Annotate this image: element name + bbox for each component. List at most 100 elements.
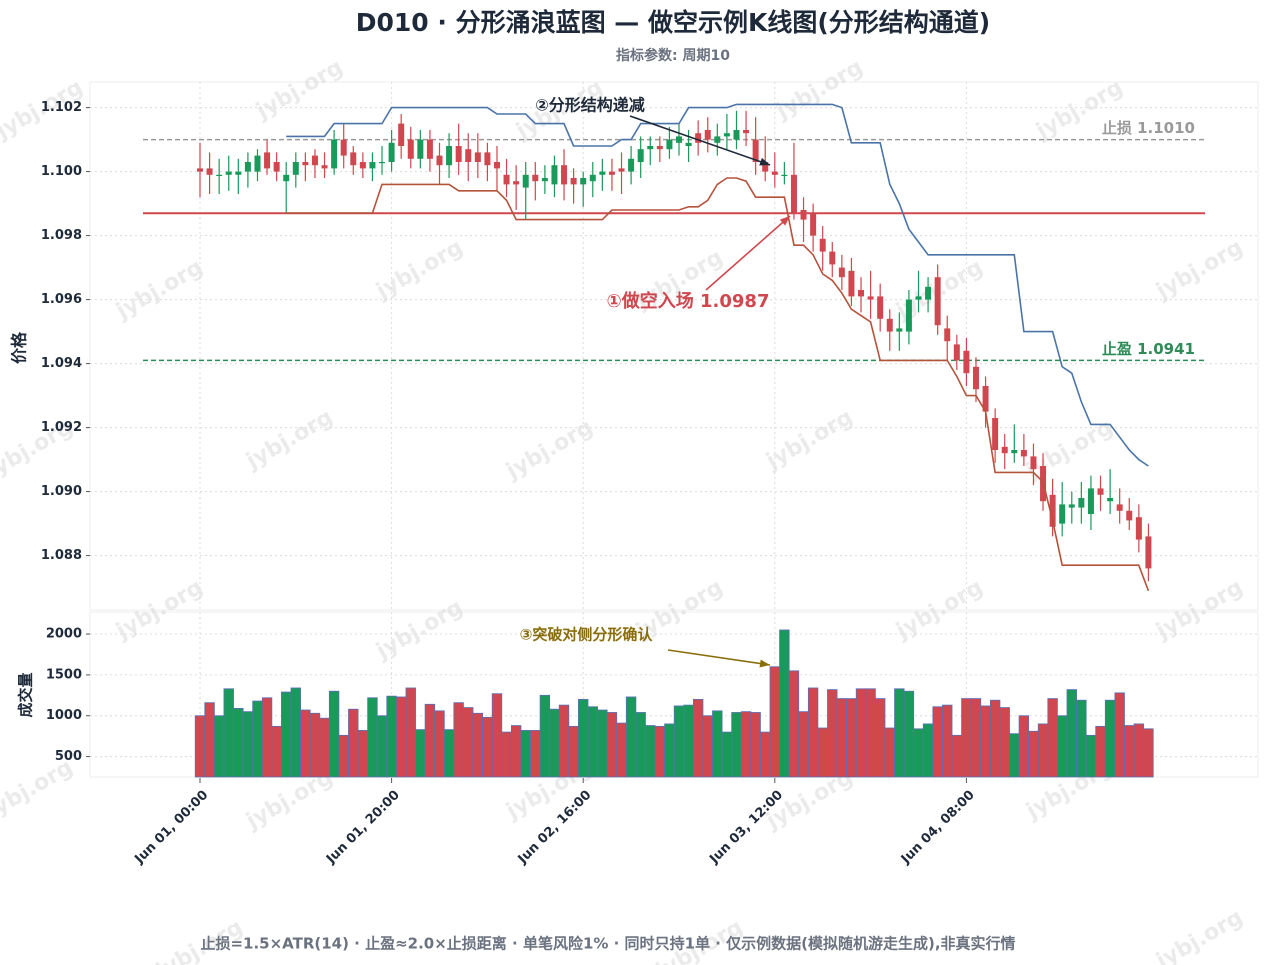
candle-body bbox=[474, 152, 481, 162]
candle-body bbox=[292, 162, 299, 175]
volume-bar bbox=[501, 731, 512, 778]
level-label: 止损 1.1010 bbox=[1102, 119, 1195, 137]
volume-bar bbox=[482, 716, 493, 778]
volume-bar bbox=[309, 712, 321, 778]
watermark: jybj.org bbox=[761, 405, 857, 475]
volume-bar bbox=[616, 722, 627, 778]
candle-body bbox=[934, 277, 941, 326]
volume-bar bbox=[1057, 715, 1068, 778]
volume-bar bbox=[213, 715, 225, 778]
candle-body bbox=[570, 178, 577, 185]
volume-bar bbox=[913, 728, 924, 778]
volume-bar bbox=[683, 704, 694, 778]
volume-bar bbox=[645, 725, 656, 778]
candle-body bbox=[197, 168, 203, 172]
candle-body bbox=[503, 174, 510, 185]
candle-body bbox=[273, 162, 280, 172]
volume-bar bbox=[491, 693, 503, 778]
volume-bar bbox=[453, 702, 464, 778]
candle-body bbox=[225, 171, 232, 175]
volume-bar bbox=[846, 698, 857, 778]
candle-body bbox=[589, 174, 596, 182]
candle-body bbox=[1126, 510, 1133, 521]
volume-bar bbox=[204, 702, 215, 778]
volume-bar bbox=[1047, 698, 1058, 778]
volume-bar bbox=[386, 695, 397, 778]
volume-bar bbox=[874, 698, 886, 778]
volume-bar bbox=[1143, 728, 1154, 778]
candle-body bbox=[905, 299, 912, 332]
candle-body bbox=[666, 139, 673, 150]
volume-bar bbox=[443, 729, 455, 778]
volume-bar bbox=[750, 712, 761, 778]
volume-bar bbox=[338, 734, 349, 778]
candle-body bbox=[810, 213, 817, 236]
candle-body bbox=[398, 123, 405, 146]
candle-body bbox=[513, 181, 520, 185]
volume-bar bbox=[836, 698, 848, 778]
candle-body bbox=[493, 162, 500, 169]
candle-body bbox=[819, 238, 826, 252]
watermark: jybj.org bbox=[501, 415, 597, 485]
volume-bar bbox=[894, 688, 905, 778]
volume-bar bbox=[606, 712, 618, 778]
candle-body bbox=[1020, 450, 1027, 457]
candle-body bbox=[1078, 498, 1085, 508]
volume-bar bbox=[530, 730, 541, 778]
candle-body bbox=[628, 158, 635, 172]
candle-body bbox=[1116, 504, 1123, 511]
volume-bar bbox=[568, 725, 579, 778]
candle-body bbox=[465, 149, 472, 162]
annotation-arrow bbox=[667, 649, 771, 666]
volume-bar bbox=[1085, 734, 1097, 778]
candle-body bbox=[340, 139, 347, 156]
annotation-arrowhead bbox=[779, 216, 790, 226]
candle-body bbox=[541, 178, 548, 182]
candle-body bbox=[944, 328, 951, 342]
candle-body bbox=[723, 133, 730, 137]
volume-bar bbox=[357, 730, 369, 778]
volume-bar bbox=[817, 727, 828, 778]
watermark: jybj.org bbox=[0, 755, 77, 825]
candle-body bbox=[532, 174, 539, 182]
candle-body bbox=[484, 152, 491, 166]
candle-body bbox=[752, 139, 759, 162]
volume-tick-label: 500 bbox=[55, 749, 82, 764]
candle-body bbox=[1107, 498, 1114, 502]
level-label: 止盈 1.0941 bbox=[1102, 340, 1195, 358]
volume-bar bbox=[395, 696, 407, 778]
volume-bar bbox=[271, 725, 282, 778]
volume-bar bbox=[233, 707, 244, 778]
volume-bar bbox=[961, 698, 972, 778]
volume-bar bbox=[223, 688, 234, 778]
volume-bar bbox=[367, 697, 378, 778]
volume-bar bbox=[740, 711, 752, 778]
candle-body bbox=[790, 174, 797, 214]
candle-body bbox=[331, 139, 338, 169]
volume-bar bbox=[999, 707, 1010, 778]
candle-body bbox=[647, 146, 654, 150]
candle-body bbox=[704, 130, 711, 140]
volume-bar bbox=[1124, 725, 1135, 778]
volume-bar bbox=[942, 704, 953, 778]
volume-bar bbox=[1104, 699, 1116, 778]
candle-body bbox=[1030, 456, 1037, 470]
candle-body bbox=[235, 171, 242, 175]
annotation: ②分形结构递减 bbox=[535, 96, 645, 115]
candle-body bbox=[1097, 488, 1104, 495]
candle-body bbox=[436, 155, 443, 166]
candle-body bbox=[676, 136, 682, 143]
candle-body bbox=[771, 171, 778, 175]
volume-bar bbox=[597, 709, 608, 778]
candle-body bbox=[1145, 536, 1152, 569]
y-tick-label: 1.096 bbox=[41, 292, 82, 307]
candle-body bbox=[953, 344, 960, 361]
volume-bar bbox=[951, 734, 963, 778]
candle-body bbox=[1001, 446, 1008, 454]
candle-body bbox=[264, 152, 271, 169]
volume-bar bbox=[1095, 725, 1106, 778]
candle-body bbox=[254, 155, 261, 172]
candle-body bbox=[369, 162, 376, 169]
volume-bar bbox=[261, 697, 273, 778]
